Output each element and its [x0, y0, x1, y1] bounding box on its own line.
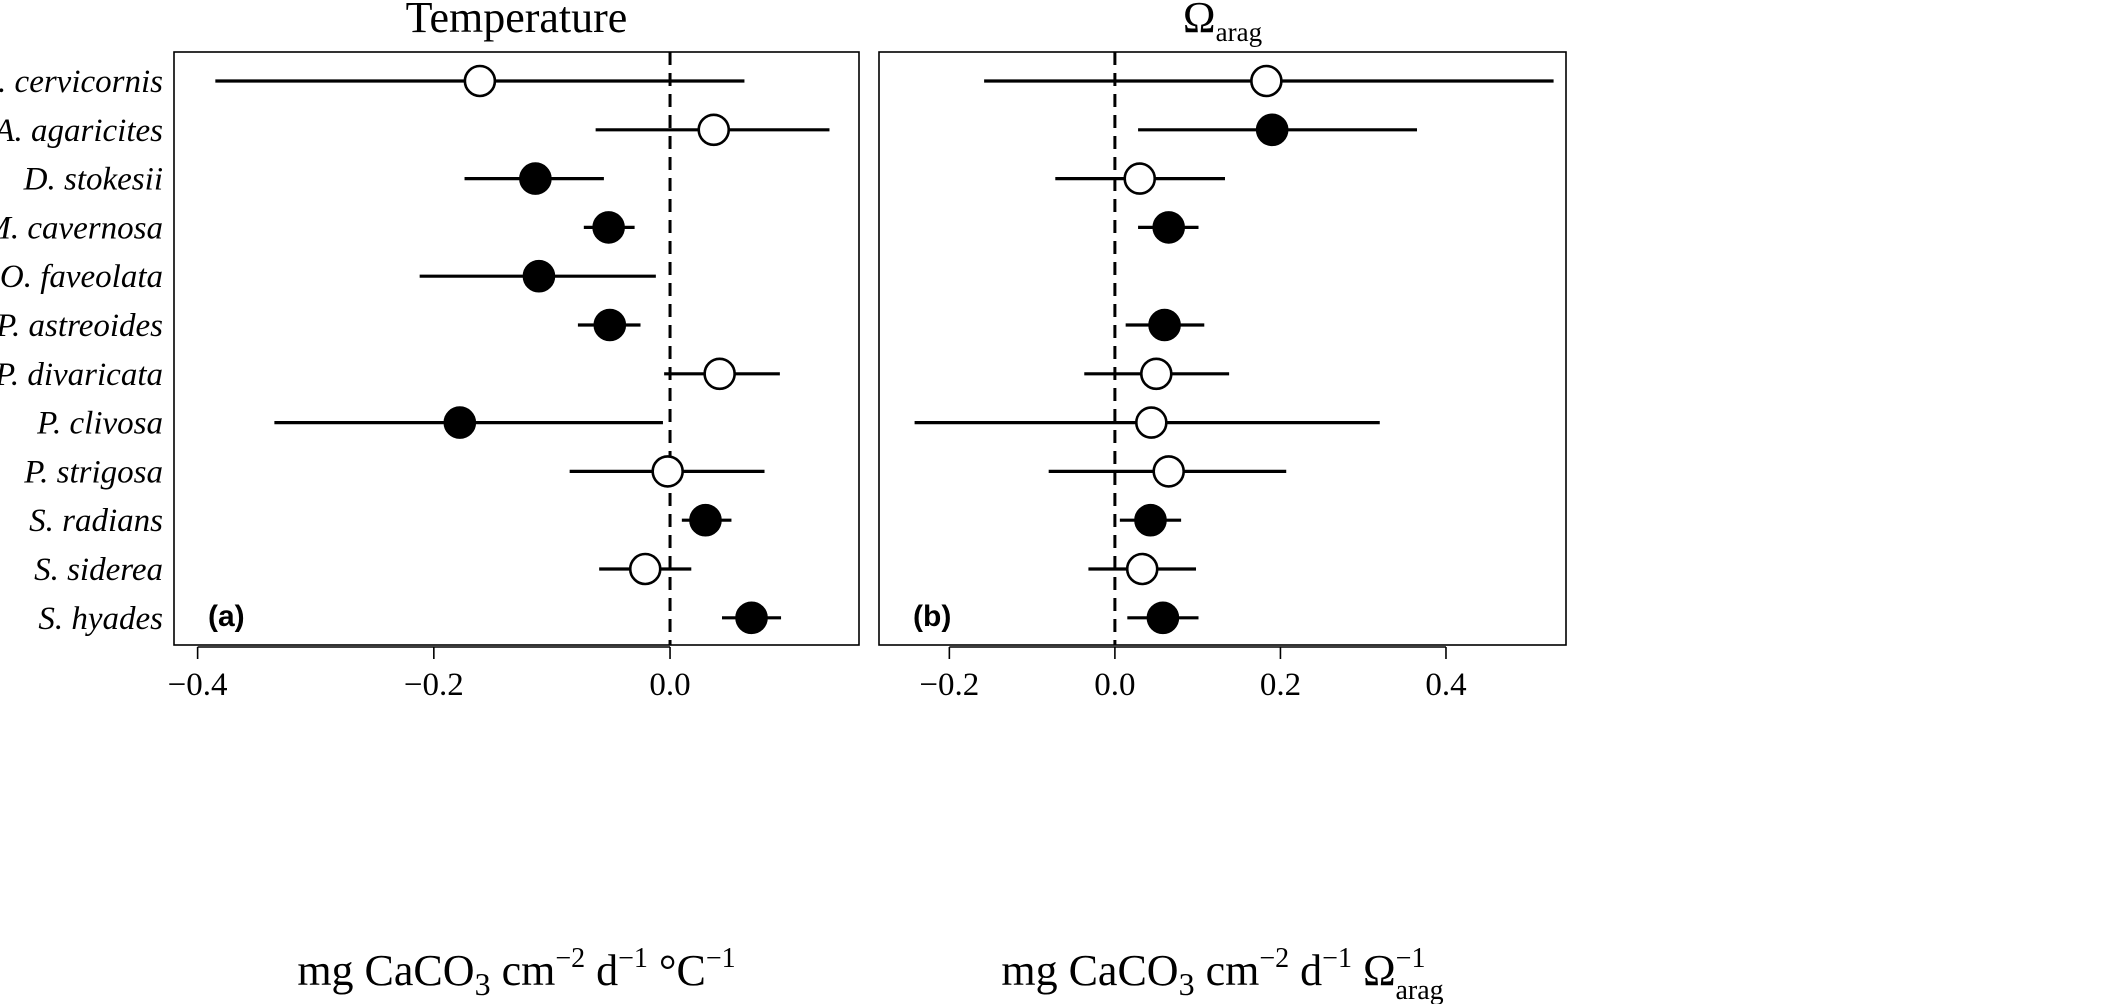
- estimate-point-significant: [519, 162, 552, 195]
- estimate-point-nonsignificant: [628, 552, 662, 586]
- estimate-point-significant: [592, 211, 625, 244]
- estimate-point-significant: [1148, 308, 1181, 342]
- species-label: D. stokesii: [23, 162, 163, 198]
- species-label: M. cavernosa: [0, 210, 163, 246]
- panel-a-temperature: −0.4 −0.2 0.0 Temperature mg CaCO3 cm−2 d−1 …: [168, 0, 860, 1002]
- x-tick-label: −0.2: [404, 667, 464, 703]
- plot-frame: [878, 51, 1567, 646]
- plot-frame: [173, 51, 860, 646]
- species-label: P. divaricata: [0, 357, 163, 393]
- estimate-point-nonsignificant: [703, 357, 736, 391]
- x-tick-label: 0.0: [649, 667, 690, 703]
- panel-letter: (b): [913, 600, 951, 633]
- estimate-point-nonsignificant: [1125, 552, 1159, 586]
- estimate-point-nonsignificant: [697, 113, 731, 147]
- x-axis-label: mg CaCO3 cm−2 d−1 °C−1: [297, 943, 735, 1002]
- x-tick-label: 0.4: [1425, 667, 1466, 703]
- species-label: A. agaricites: [0, 113, 163, 149]
- x-axis-label: mg CaCO3 cm−2 d−1 Ω−1 arag: [1001, 943, 1443, 1004]
- species-label-group: A. cervicornis A. agaricites D. stokesii M.…: [0, 64, 163, 637]
- estimate-point-nonsignificant: [1123, 162, 1157, 195]
- estimate-point-significant: [522, 259, 556, 293]
- species-label: P. astreoides: [0, 308, 163, 344]
- x-tick-label: −0.4: [168, 667, 228, 703]
- estimate-point-significant: [735, 601, 768, 635]
- estimate-point-nonsignificant: [1135, 406, 1168, 439]
- x-tick-label: −0.2: [919, 667, 979, 703]
- estimate-point-nonsignificant: [1152, 455, 1185, 488]
- estimate-point-significant: [1146, 601, 1180, 635]
- species-label: S. siderea: [34, 552, 163, 588]
- species-label: A. cervicornis: [0, 64, 163, 100]
- panel-title: Ωarag: [1183, 0, 1262, 47]
- estimate-point-nonsignificant: [1139, 357, 1173, 391]
- estimate-point-significant: [1152, 211, 1185, 244]
- estimate-point-significant: [593, 308, 627, 342]
- species-label: S. hyades: [38, 601, 163, 637]
- panel-title: Temperature: [406, 0, 628, 42]
- estimate-point-significant: [1134, 503, 1167, 537]
- estimate-point-nonsignificant: [651, 455, 684, 488]
- estimate-point-nonsignificant: [463, 64, 497, 98]
- panel-b-omega-arag: −0.2 0.0 0.2 0.4 Ωarag mg CaCO3 cm−2 d−1 Ω−1 a…: [878, 0, 1567, 1004]
- estimate-point-significant: [689, 503, 722, 537]
- x-tick-label: 0.0: [1094, 667, 1135, 703]
- species-label: P. strigosa: [23, 454, 163, 490]
- panel-letter: (a): [208, 600, 245, 633]
- estimate-point-significant: [443, 406, 477, 439]
- species-label: P. clivosa: [36, 406, 163, 442]
- species-label: S. radians: [29, 503, 163, 539]
- species-label: O. faveolata: [0, 259, 163, 295]
- estimate-point-significant: [1255, 113, 1289, 147]
- estimate-point-nonsignificant: [1250, 64, 1283, 98]
- x-tick-label: 0.2: [1260, 667, 1301, 703]
